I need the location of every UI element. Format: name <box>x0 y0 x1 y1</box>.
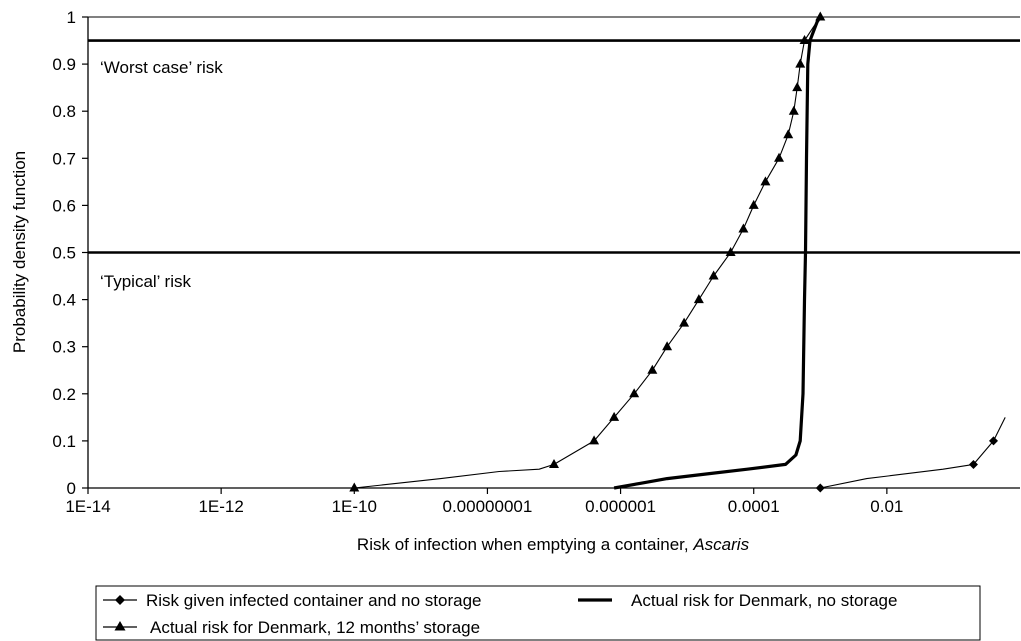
triangle-marker <box>693 294 704 304</box>
x-tick-label: 0.00000001 <box>443 497 533 516</box>
y-tick-label: 0.8 <box>52 102 76 121</box>
legend-triangle-icon <box>114 621 126 631</box>
worst-case-label: ‘Worst case’ risk <box>100 58 223 77</box>
diamond-marker <box>989 436 999 446</box>
triangle-marker <box>792 82 803 92</box>
legend-diamond-icon <box>115 595 125 605</box>
legend-item-no-storage: Actual risk for Denmark, no storage <box>578 591 897 610</box>
series-line-0 <box>820 417 1006 489</box>
triangle-marker <box>795 58 806 68</box>
x-axis-title: Risk of infection when emptying a contai… <box>357 535 750 554</box>
triangle-marker <box>799 35 810 45</box>
legend: Risk given infected container and no sto… <box>95 585 981 641</box>
y-tick-label: 0.5 <box>52 244 76 263</box>
y-tick-label: 0.1 <box>52 432 76 451</box>
y-tick-label: 0.7 <box>52 149 76 168</box>
triangle-marker <box>738 223 749 233</box>
legend-label-no-storage: Actual risk for Denmark, no storage <box>631 591 897 610</box>
diamond-marker <box>815 483 825 493</box>
triangle-marker <box>774 152 785 162</box>
triangle-marker <box>679 317 690 327</box>
y-axis-title: Probability density function <box>10 151 29 353</box>
triangle-marker <box>815 11 826 21</box>
triangle-marker <box>662 341 673 351</box>
x-tick-label: 1E-12 <box>198 497 243 516</box>
series-line-2 <box>354 16 821 489</box>
legend-item-risk-given-infected: Risk given infected container and no sto… <box>103 591 481 610</box>
triangle-marker <box>609 411 620 421</box>
y-tick-label: 0.9 <box>52 55 76 74</box>
x-tick-label: 1E-14 <box>65 497 110 516</box>
triangle-marker <box>708 270 719 280</box>
plot-area <box>87 11 1020 493</box>
y-axis: 0 0.1 0.2 0.3 0.4 0.5 0.6 0.7 0.8 0.9 1 <box>52 8 88 498</box>
triangle-marker <box>629 388 640 398</box>
series-line-1 <box>613 16 822 490</box>
legend-box <box>95 585 981 641</box>
series-group <box>349 11 1006 493</box>
x-axis: 1E-14 1E-12 1E-10 0.00000001 0.000001 0.0001 0… <box>65 488 903 516</box>
x-tick-label: 0.0001 <box>728 497 780 516</box>
triangle-marker <box>760 176 771 186</box>
y-tick-label: 0 <box>67 479 76 498</box>
triangle-marker <box>783 129 794 139</box>
x-tick-label: 1E-10 <box>332 497 377 516</box>
y-tick-label: 1 <box>67 8 76 27</box>
y-tick-label: 0.4 <box>52 291 76 310</box>
triangle-marker <box>725 247 736 256</box>
x-axis-title-italic: Ascaris <box>692 535 749 554</box>
x-tick-label: 0.01 <box>870 497 903 516</box>
y-tick-label: 0.6 <box>52 196 76 215</box>
legend-label-12-months-storage: Actual risk for Denmark, 12 months’ stor… <box>150 618 480 637</box>
y-tick-label: 0.3 <box>52 338 76 357</box>
triangle-marker <box>748 199 759 209</box>
diamond-marker <box>968 459 978 469</box>
legend-label-risk-given-infected: Risk given infected container and no sto… <box>146 591 481 610</box>
triangle-marker <box>589 435 600 445</box>
triangle-marker <box>788 105 799 115</box>
triangle-marker <box>349 482 360 492</box>
triangle-marker <box>549 458 559 468</box>
triangle-marker <box>647 364 658 374</box>
x-tick-label: 0.000001 <box>585 497 656 516</box>
x-axis-title-text: Risk of infection when emptying a contai… <box>357 535 689 554</box>
typical-label: ‘Typical’ risk <box>100 272 191 291</box>
y-tick-label: 0.2 <box>52 385 76 404</box>
legend-item-12-months-storage: Actual risk for Denmark, 12 months’ stor… <box>103 618 480 637</box>
